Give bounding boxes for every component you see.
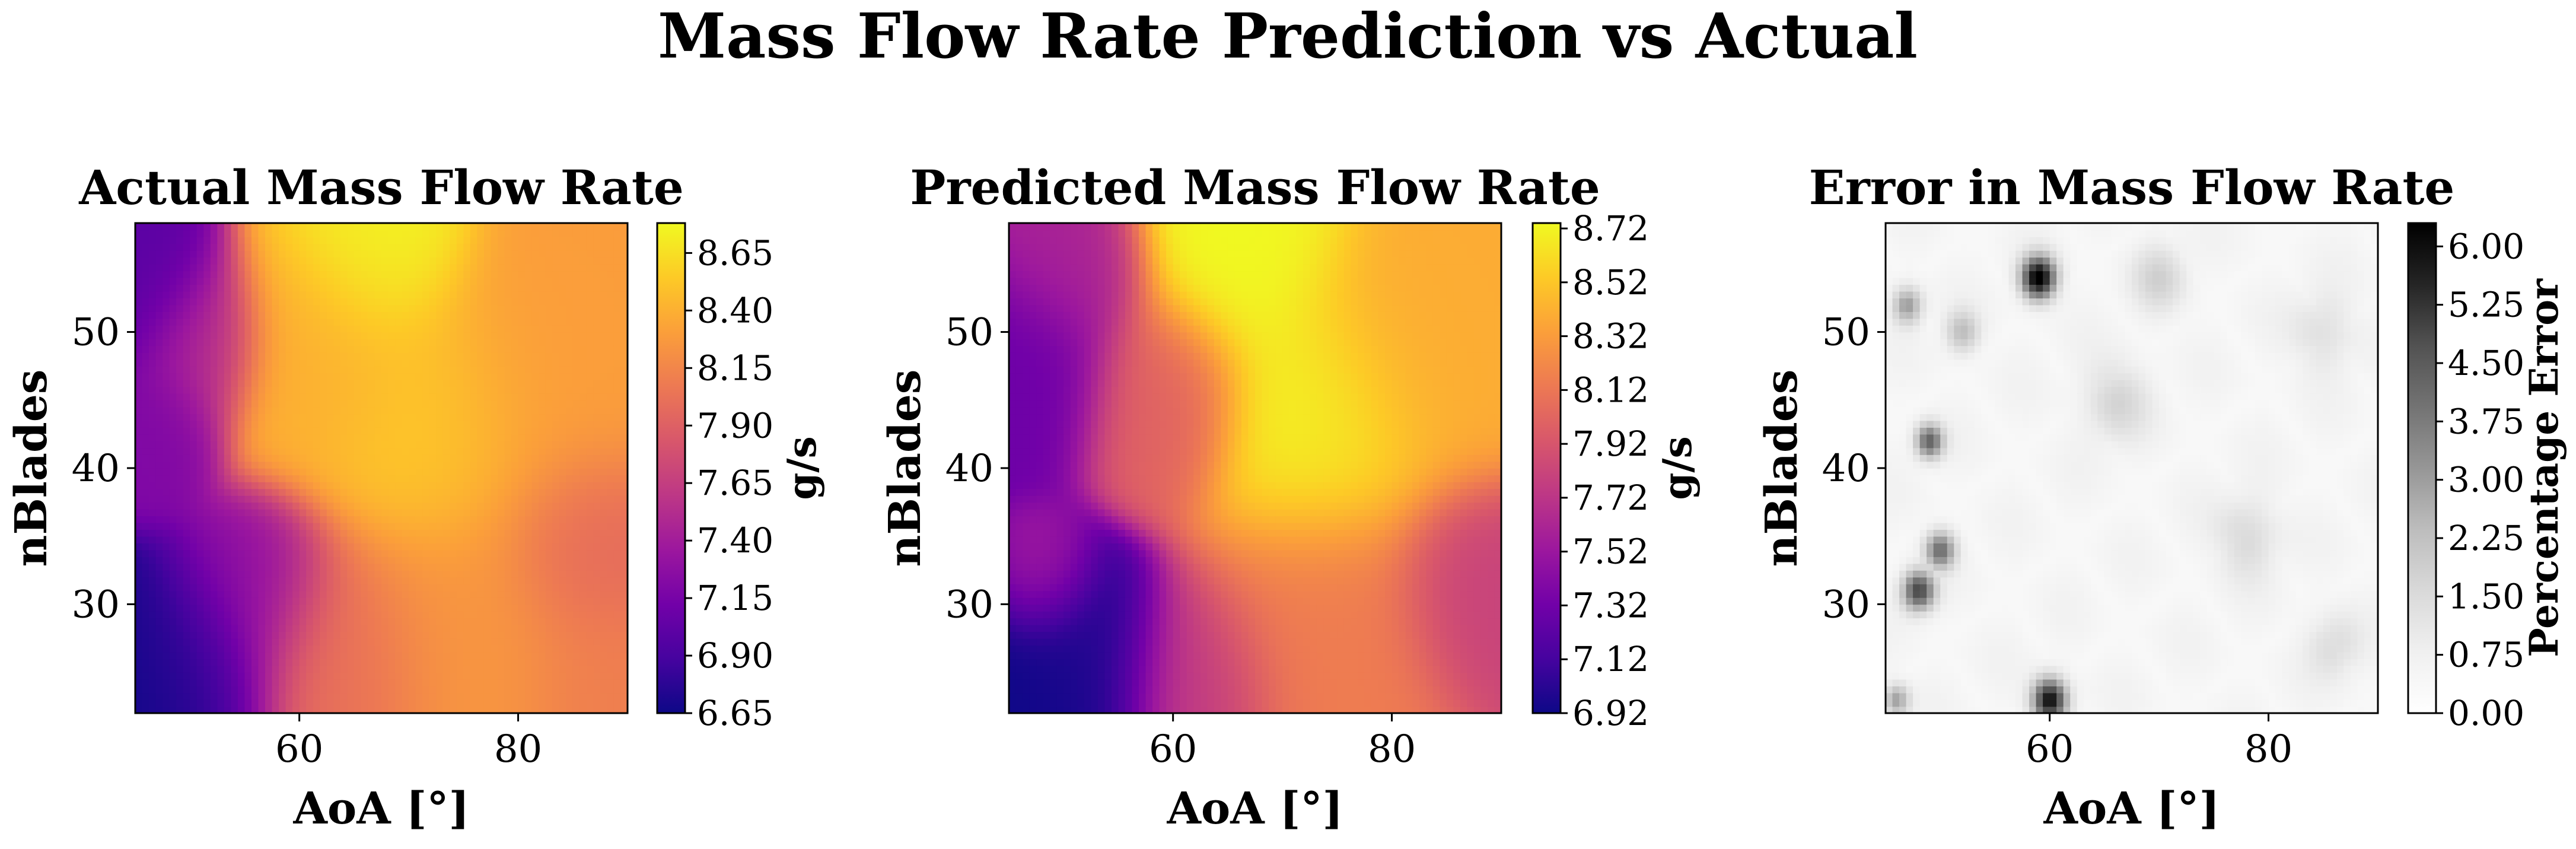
colorbar-tick-label: 8.72: [1572, 208, 1649, 249]
y-tick-label: 40: [945, 447, 994, 491]
x-tick-label: 80: [494, 727, 542, 771]
colorbar-tick-label: 5.25: [2448, 285, 2524, 325]
x-tick-label: 60: [275, 727, 323, 771]
colorbar-tick-label: 8.65: [697, 233, 773, 273]
x-tick-label: 80: [2244, 727, 2292, 771]
y-tick-label: 50: [945, 311, 994, 355]
x-tick-label: 60: [2026, 727, 2074, 771]
panel-title: Error in Mass Flow Rate: [1809, 160, 2455, 215]
x-axis-label: AoA [°]: [1167, 783, 1343, 834]
colorbar-tick-label: 1.50: [2448, 576, 2524, 616]
x-tick-label: 80: [1368, 727, 1416, 771]
colorbar-tick-label: 6.65: [697, 693, 773, 733]
y-tick-label: 30: [945, 583, 994, 627]
colorbar-tick-label: 8.32: [1572, 316, 1649, 357]
colorbar-tick-label: 6.00: [2448, 226, 2524, 266]
heatmap-field: [1886, 223, 2378, 713]
heatmap-field: [135, 223, 628, 713]
y-axis-label: nBlades: [880, 370, 931, 567]
colorbar-tick-label: 0.00: [2448, 693, 2524, 733]
colorbar-tick-label: 7.90: [697, 405, 773, 446]
colorbar-tick-label: 3.75: [2448, 401, 2524, 441]
panel-1: Actual Mass Flow Rate 60 80 30 40 50 AoA [°] nB…: [6, 160, 825, 834]
colorbar-tick-label: 7.12: [1572, 639, 1649, 679]
y-tick-label: 40: [1822, 447, 1870, 491]
colorbar-tick-label: 8.15: [697, 348, 773, 388]
x-axis-label: AoA [°]: [293, 783, 470, 834]
colorbar-tick-label: 7.15: [697, 578, 773, 618]
colorbar-tick-label: 7.92: [1572, 424, 1649, 464]
colorbar-tick-label: 7.40: [697, 520, 773, 561]
colorbar-tick-label: 4.50: [2448, 343, 2524, 383]
colorbar-label: g/s: [779, 436, 825, 500]
colorbar-tick-label: 8.40: [697, 290, 773, 330]
panel-3: Error in Mass Flow Rate 60 80 30 40 50 AoA [°]…: [1756, 160, 2567, 834]
y-tick-label: 40: [72, 447, 120, 491]
colorbar-tick-label: 0.75: [2448, 635, 2524, 675]
y-tick-label: 30: [72, 583, 120, 627]
colorbar-tick-label: 6.92: [1572, 693, 1649, 733]
x-tick-label: 60: [1149, 727, 1197, 771]
y-tick-label: 50: [1822, 311, 1870, 355]
colorbar: [1531, 222, 1562, 714]
heatmap-field: [1009, 223, 1501, 713]
y-axis-label: nBlades: [6, 370, 57, 567]
colorbar-label: g/s: [1654, 436, 1701, 500]
colorbar: [656, 222, 686, 714]
y-tick-label: 50: [72, 311, 120, 355]
colorbar-tick-label: 3.00: [2448, 460, 2524, 500]
colorbar: [2407, 222, 2437, 714]
y-tick-label: 30: [1822, 583, 1870, 627]
colorbar-tick-label: 7.65: [697, 463, 773, 503]
colorbar-tick-label: 8.52: [1572, 262, 1649, 303]
x-axis-label: AoA [°]: [2043, 783, 2220, 834]
panel-2: Predicted Mass Flow Rate 60 80 30 40 50 AoA [°…: [880, 160, 1701, 834]
panel-title: Predicted Mass Flow Rate: [910, 160, 1600, 215]
colorbar-tick-label: 7.52: [1572, 532, 1649, 572]
figure-title: Mass Flow Rate Prediction vs Actual: [658, 0, 1918, 72]
colorbar-tick-label: 7.32: [1572, 585, 1649, 625]
colorbar-tick-label: 7.72: [1572, 478, 1649, 518]
colorbar-label: Percentage Error: [2521, 278, 2567, 657]
colorbar-tick-label: 8.12: [1572, 370, 1649, 410]
colorbar-tick-label: 2.25: [2448, 518, 2524, 558]
panel-title: Actual Mass Flow Rate: [78, 160, 684, 215]
colorbar-tick-label: 6.90: [697, 635, 773, 676]
y-axis-label: nBlades: [1756, 370, 1807, 567]
